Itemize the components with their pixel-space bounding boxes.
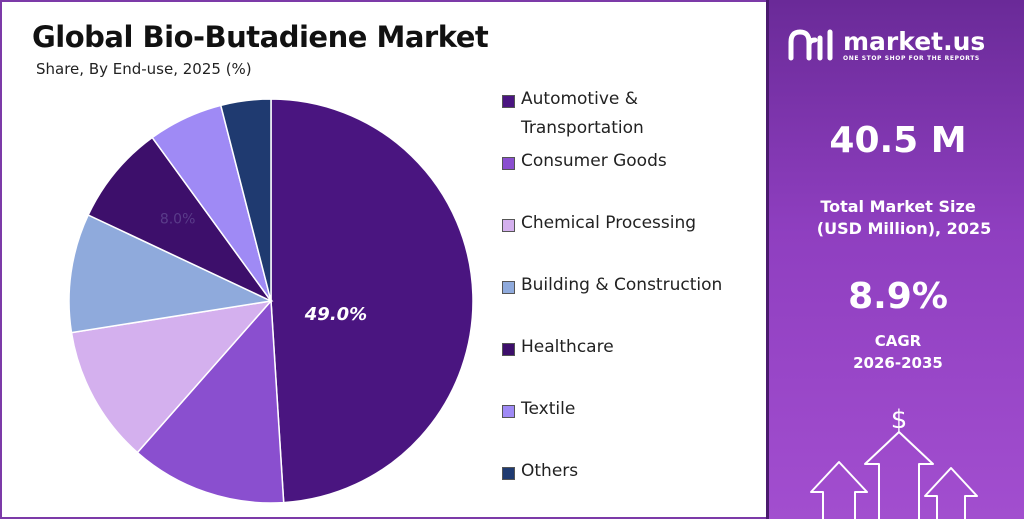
market-size-label-line1: Total Market Size — [820, 197, 976, 216]
chart-title: Global Bio-Butadiene Market — [32, 20, 489, 54]
cagr-label-line2: 2026-2035 — [853, 354, 943, 372]
data-label-4: 8.0% — [160, 212, 196, 228]
legend-swatch-3 — [502, 281, 515, 294]
legend-label-3: Building & Construction — [521, 275, 723, 295]
legend-item-1: Consumer Goods — [502, 151, 761, 176]
legend-item-3: Building & Construction — [502, 275, 761, 300]
legend-item-6: Others — [502, 461, 761, 486]
legend-swatch-2 — [502, 219, 515, 232]
legend-label-4: Healthcare — [521, 337, 614, 357]
pie-slice-6 — [219, 98, 272, 302]
pie-slice-3 — [68, 213, 274, 334]
legend-label-2: Chemical Processing — [521, 213, 697, 233]
market-us-logo-icon — [788, 29, 833, 61]
pie-chart: 49.0% 8.0% — [68, 98, 474, 504]
legend-swatch-6 — [502, 467, 515, 480]
data-label-0: 49.0% — [304, 304, 367, 325]
legend-swatch-4 — [502, 343, 515, 356]
market-size-label-line2: (USD Million), 2025 — [816, 219, 992, 238]
legend-label-1: Consumer Goods — [521, 151, 667, 171]
cagr-label: CAGR 2026-2035 — [769, 330, 1024, 374]
legend-item-5: Textile — [502, 399, 761, 424]
brand-tagline: ONE STOP SHOP FOR THE REPORTS — [843, 54, 980, 62]
legend-label-5: Textile — [521, 399, 576, 419]
legend-swatch-5 — [502, 405, 515, 418]
legend-label-6: Others — [521, 461, 579, 481]
brand-logo: market.us ONE STOP SHOP FOR THE REPORTS — [787, 28, 985, 62]
legend-swatch-0 — [502, 95, 515, 108]
pie-slice-2 — [70, 299, 273, 454]
cagr-label-line1: CAGR — [874, 332, 922, 350]
market-size-label: Total Market Size (USD Million), 2025 — [769, 196, 1024, 240]
cagr-value: 8.9% — [848, 276, 948, 317]
legend-swatch-1 — [502, 157, 515, 170]
pie-slice-0 — [270, 98, 474, 504]
legend-label-0: Automotive & Transportation — [521, 89, 644, 138]
brand-name: market.us — [843, 26, 986, 56]
legend-item-4: Healthcare — [502, 337, 761, 362]
pie-slice-1 — [136, 299, 285, 504]
legend-item-0: Automotive & Transportation — [502, 89, 681, 143]
dollar-icon: $ — [891, 405, 908, 435]
legend-item-2: Chemical Processing — [502, 213, 761, 238]
pie-slice-4 — [87, 136, 272, 302]
growth-arrows-icon: $ — [810, 405, 978, 519]
chart-subtitle: Share, By End-use, 2025 (%) — [36, 60, 252, 78]
stats-panel: market.us ONE STOP SHOP FOR THE REPORTS … — [766, 0, 1024, 519]
chart-panel: Global Bio-Butadiene Market Share, By En… — [0, 0, 768, 519]
market-size-value: 40.5 M — [829, 120, 967, 161]
